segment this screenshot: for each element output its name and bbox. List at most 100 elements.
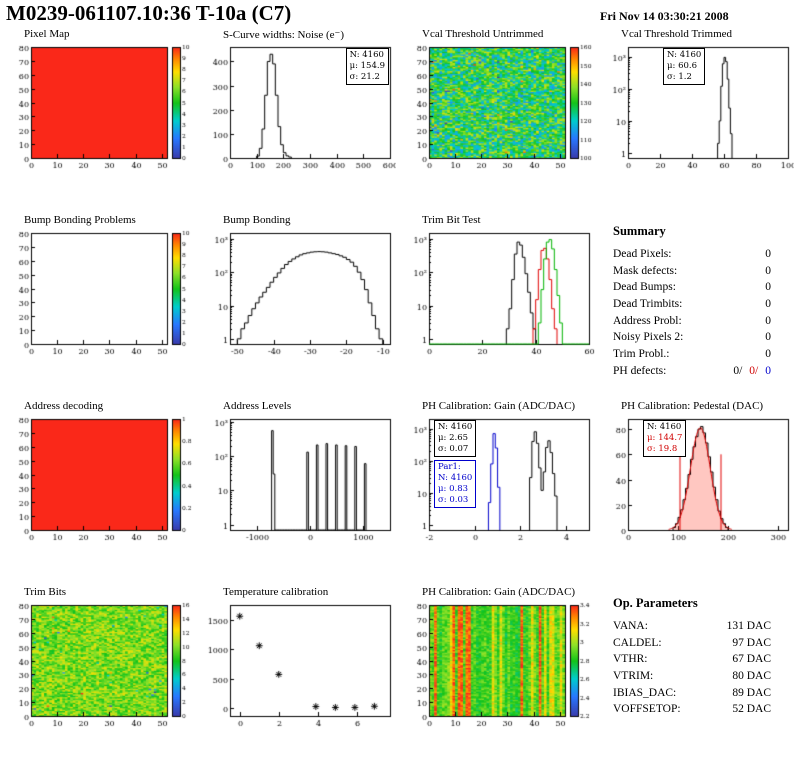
stats-box-par1: Par1: N: 4160 μ: 0.83 σ: 0.03 xyxy=(434,460,477,509)
op-param-value: 80 DAC xyxy=(732,670,771,683)
summary-value: 0 xyxy=(765,264,771,277)
stat-line: σ: 21.2 xyxy=(349,72,380,83)
op-param-value: 52 DAC xyxy=(732,703,771,716)
chart-title: PH Calibration: Gain (ADC/DAC) xyxy=(422,586,576,598)
stats-box: N: 4160 μ: 60.6 σ: 1.2 xyxy=(663,48,706,86)
summary-label: Dead Trimbits: xyxy=(613,298,683,311)
op-param-value: 131 DAC xyxy=(726,620,771,632)
summary-row: Dead Trimbits: 0 xyxy=(613,296,771,313)
panel-address-decoding: Address decoding xyxy=(0,400,199,586)
ph-gain-histogram xyxy=(403,414,595,546)
panel-scurve-noise: S-Curve widths: Noise (e⁻) N: 4160 μ: 15… xyxy=(199,28,398,214)
chart-title: Address decoding xyxy=(24,400,104,412)
stat-line: N: 4160 xyxy=(438,473,473,484)
op-param-row: VANA: 131 DAC xyxy=(613,618,771,635)
temperature-calibration-scatter xyxy=(204,600,396,732)
op-param-value: 67 DAC xyxy=(732,653,771,666)
chart-title: S-Curve widths: Noise (e⁻) xyxy=(223,29,344,41)
summary-value: 0 xyxy=(765,331,771,344)
summary-label: Trim Probl.: xyxy=(613,348,670,361)
panel-vcal-untrimmed: Vcal Threshold Untrimmed xyxy=(398,28,597,214)
op-param-row: VOFFSETOP: 52 DAC xyxy=(613,701,771,718)
summary-row-ph-defects: PH defects: 0/0/0 xyxy=(613,363,771,380)
vcal-untrimmed-heatmap xyxy=(403,42,595,174)
panel-bump-bonding-problems: Bump Bonding Problems xyxy=(0,214,199,400)
op-param-label: VTHR: xyxy=(613,653,648,666)
summary-value: 0 xyxy=(765,348,771,361)
op-param-value: 97 DAC xyxy=(732,636,771,649)
summary-value: 0 xyxy=(765,281,771,294)
stat-line: N: 4160 xyxy=(647,422,682,432)
chart-title: Vcal Threshold Trimmed xyxy=(621,28,733,40)
stats-box: N: 4160 μ: 144.7 σ: 19.8 xyxy=(643,420,687,458)
stats-box: N: 4160 μ: 2.65 σ: 0.07 xyxy=(434,420,477,458)
op-param-value: 89 DAC xyxy=(732,686,771,699)
op-param-row: VTRIM: 80 DAC xyxy=(613,668,771,685)
panel-ph-pedestal: PH Calibration: Pedestal (DAC) N: 4160 μ… xyxy=(597,400,796,586)
chart-title: Vcal Threshold Untrimmed xyxy=(422,28,544,40)
stat-line: μ: 2.65 xyxy=(438,433,469,444)
summary-value: 0 xyxy=(765,248,771,260)
summary-row: Address Probl: 0 xyxy=(613,313,771,330)
op-param-label: CALDEL: xyxy=(613,636,662,649)
summary-label: Mask defects: xyxy=(613,264,678,277)
address-levels-histogram xyxy=(204,414,396,546)
summary-value: 0 xyxy=(765,298,771,311)
chart-title: PH Calibration: Pedestal (DAC) xyxy=(621,400,764,412)
bump-bonding-histogram xyxy=(204,228,396,360)
summary-title: Summary xyxy=(613,224,666,238)
stat-line: σ: 0.03 xyxy=(438,495,469,506)
chart-title: Temperature calibration xyxy=(223,586,329,598)
panel-pixel-map: Pixel Map xyxy=(0,28,199,214)
op-param-label: VANA: xyxy=(613,620,648,632)
stats-box: N: 4160 μ: 154.9 σ: 21.2 xyxy=(345,48,389,86)
stat-line: μ: 0.83 xyxy=(438,484,469,495)
summary-value: 0 xyxy=(765,314,771,327)
address-decoding-heatmap xyxy=(5,414,197,546)
ph-defect-value: 0/ xyxy=(749,364,759,377)
chart-title: Pixel Map xyxy=(24,28,70,40)
panel-trim-bit-test: Trim Bit Test xyxy=(398,214,597,400)
summary-row: Noisy Pixels 2: 0 xyxy=(613,329,771,346)
stat-line: μ: 154.9 xyxy=(349,61,385,72)
bump-bonding-problems-heatmap xyxy=(5,228,197,360)
summary-row: Mask defects: 0 xyxy=(613,263,771,280)
stat-line: μ: 60.6 xyxy=(667,61,698,72)
panel-bump-bonding: Bump Bonding xyxy=(199,214,398,400)
stat-line: σ: 1.2 xyxy=(667,72,692,83)
ph-defect-value: 0 xyxy=(765,364,771,377)
ph-pedestal-histogram xyxy=(602,414,794,546)
chart-title: PH Calibration: Gain (ADC/DAC) xyxy=(422,400,576,412)
summary-row: Dead Bumps: 0 xyxy=(613,279,771,296)
summary-label: Dead Pixels: xyxy=(613,248,672,260)
panel-address-levels: Address Levels xyxy=(199,400,398,586)
chart-title: Address Levels xyxy=(223,400,292,412)
summary-label: Address Probl: xyxy=(613,314,682,327)
op-param-row: CALDEL: 97 DAC xyxy=(613,635,771,652)
page-title: M0239-061107.10:36 T-10a (C7) xyxy=(6,1,292,25)
panel-ph-gain-hist: PH Calibration: Gain (ADC/DAC) N: 4160 μ… xyxy=(398,400,597,586)
summary-row: Trim Probl.: 0 xyxy=(613,346,771,363)
stat-line: N: 4160 xyxy=(667,50,702,60)
op-param-label: VOFFSETOP: xyxy=(613,703,681,716)
panel-ph-gain-map: PH Calibration: Gain (ADC/DAC) xyxy=(398,586,597,772)
panel-temperature-calibration: Temperature calibration xyxy=(199,586,398,772)
summary-label: Noisy Pixels 2: xyxy=(613,331,684,344)
summary-label: PH defects: xyxy=(613,364,667,377)
canvas-grid: Pixel Map S-Curve widths: Noise (e⁻) N: … xyxy=(0,28,796,772)
chart-title: Bump Bonding Problems xyxy=(24,214,136,226)
op-param-label: VTRIM: xyxy=(613,670,654,683)
op-param-row: IBIAS_DAC: 89 DAC xyxy=(613,685,771,702)
panel-vcal-trimmed: Vcal Threshold Trimmed N: 4160 μ: 60.6 σ… xyxy=(597,28,796,214)
stat-line: σ: 19.8 xyxy=(647,444,678,455)
header-date: Fri Nov 14 03:30:21 2008 xyxy=(600,9,729,23)
ph-defect-value: 0/ xyxy=(733,364,743,377)
pixel-map-heatmap xyxy=(5,42,197,174)
ph-gain-heatmap xyxy=(403,600,595,732)
panel-summary: Summary Dead Pixels: 0 Mask defects: 0 D… xyxy=(597,214,771,400)
chart-title: Trim Bits xyxy=(24,586,67,598)
stat-line: N: 4160 xyxy=(438,422,473,432)
summary-row: Dead Pixels: 0 xyxy=(613,246,771,263)
stat-line: N: 4160 xyxy=(349,50,384,60)
stat-line: Par1: xyxy=(438,462,461,472)
